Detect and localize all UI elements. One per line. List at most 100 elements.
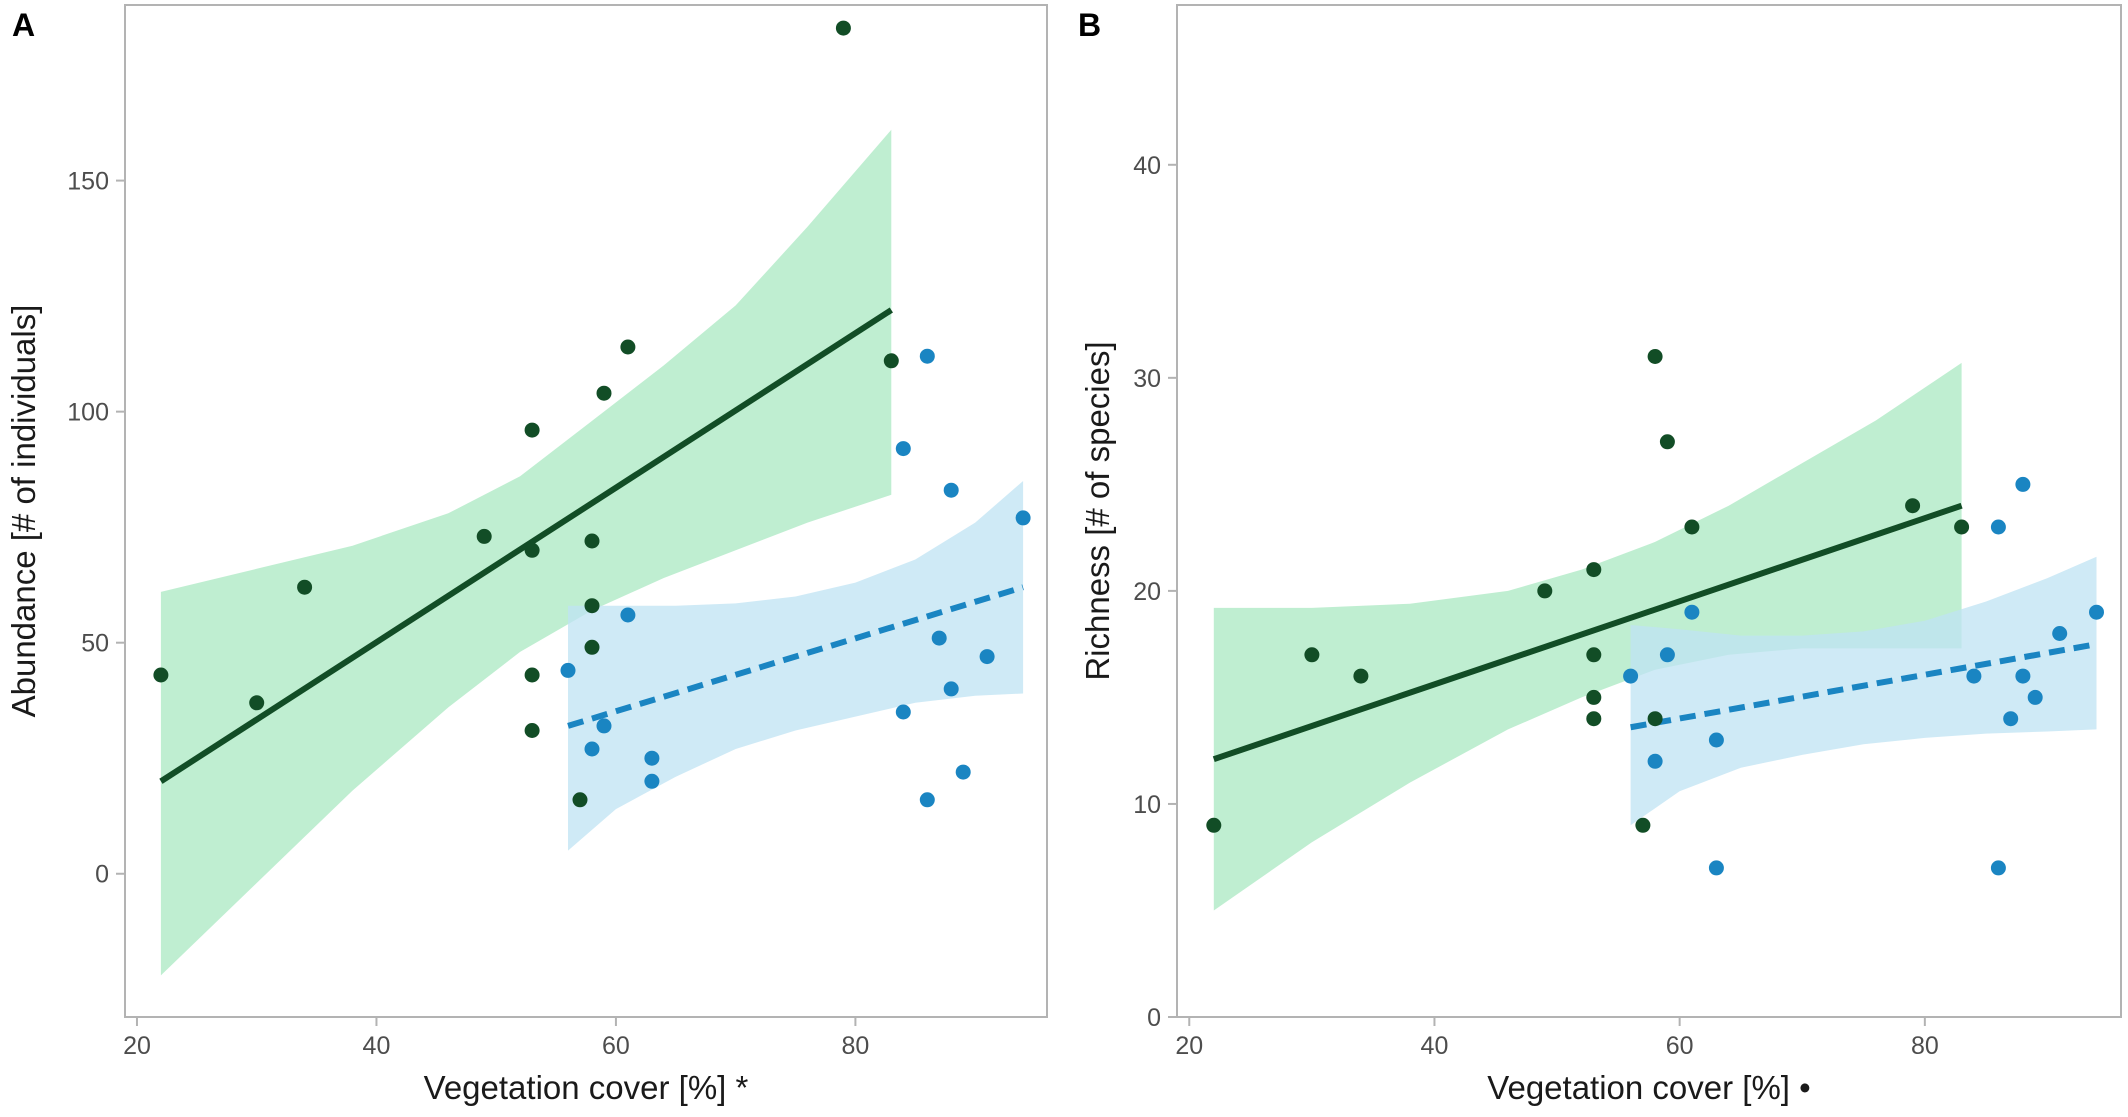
panel-b-x-axis-title: Vegetation cover [%] •	[1487, 1069, 1810, 1106]
panel-a-series-1-point-7	[524, 667, 540, 683]
panel-a-series-2-point-7	[895, 441, 911, 457]
panel-b-series-2-point-8	[1990, 519, 2006, 535]
panel-b-series-1-point-3	[1353, 668, 1369, 684]
panel-a-series-2-point-16	[1015, 510, 1031, 526]
panel-a-series-2-fit-line	[567, 584, 1024, 729]
panel-b-y-tick-label-0: 0	[1147, 1004, 1161, 1032]
panel-b-x-tick-label-20: 20	[1175, 1032, 1203, 1060]
panel-b-series-2-fit-line	[1630, 641, 2098, 731]
panel-b-series-1-point-7	[1586, 689, 1602, 705]
panel-b-series-1-point-8	[1586, 711, 1602, 727]
panel-a-y-tick-label-100: 100	[67, 399, 109, 427]
panel-a-series-2-point-9	[919, 348, 935, 364]
panel-b-series-1-point-1	[1206, 817, 1222, 833]
panel-b-series-2-point-9	[1990, 860, 2006, 876]
panel-a-series-1-point-3	[297, 579, 313, 595]
panel-a-series-1-point-15	[835, 20, 851, 36]
panel-b-series-1-point-12	[1659, 434, 1675, 450]
panel-b-series-2-point-7	[1966, 668, 1982, 684]
panel-b-series-2-point-12	[2015, 668, 2031, 684]
panel-a-fit-lines	[159, 307, 1024, 784]
panel-a-y-tick-label-50: 50	[81, 630, 109, 658]
panel-b-series-2-point-5	[1708, 732, 1724, 748]
panel-a-x-axis-title: Vegetation cover [%] *	[424, 1069, 749, 1106]
panel-b-series-1-point-11	[1647, 711, 1663, 727]
panel-b-series-1-point-6	[1586, 647, 1602, 663]
panel-a-y-tick-label-150: 150	[67, 168, 109, 196]
panel-b-series-1-fit-line	[1212, 502, 1963, 763]
panel-b-plot-area	[1176, 4, 2122, 1018]
panel-b-series-1-point-9	[1635, 817, 1651, 833]
panel-b-series-1-point-5	[1586, 562, 1602, 578]
panel-a-x-tick-label-20: 20	[123, 1032, 151, 1060]
panel-b-series-1-point-13	[1684, 519, 1700, 535]
panel-a-series-1-point-16	[883, 353, 899, 369]
panel-a-series-1-point-4	[476, 528, 492, 544]
panel-a-y-axis: 0 50 100 150	[67, 168, 125, 889]
panel-b-series-2-point-2	[1647, 753, 1663, 769]
panel-a-series-1-point-5	[524, 422, 540, 438]
panel-a-series-2-point-8	[895, 704, 911, 720]
panel-a-series-2-point-4	[620, 607, 636, 623]
panel-a-series-2-point-11	[931, 630, 947, 646]
panel-a-series-2-point-3	[596, 718, 612, 734]
panel-b-y-axis: 0 10 20 30 40	[1133, 152, 1177, 1032]
panel-b-series-2-point-10	[2003, 711, 2019, 727]
panel-a-series-1-point-11	[584, 598, 600, 614]
panel-a-series-1-point-12	[584, 639, 600, 655]
panel-b-y-tick-label-20: 20	[1133, 578, 1161, 606]
panel-a-series-1-point-13	[596, 385, 612, 401]
panel-a-series-1-point-8	[524, 723, 540, 738]
panel-b-y-tick-label-40: 40	[1133, 152, 1161, 180]
panel-b-series-1-point-4	[1537, 583, 1553, 599]
panel-b-series-2-point-4	[1684, 604, 1700, 620]
panel-b-y-tick-label-10: 10	[1133, 791, 1161, 819]
panel-b-series-2-point-6	[1708, 860, 1724, 876]
panel-b-x-tick-label-40: 40	[1421, 1032, 1449, 1060]
panel-b-series-2-point-13	[2027, 689, 2043, 705]
panel-b-series-2-point-3	[1659, 647, 1675, 663]
panel-b-y-axis-title: Richness [# of species]	[1079, 341, 1116, 680]
panel-a-series-1-point-14	[620, 339, 636, 355]
panel-b-series-1-point-10	[1647, 349, 1663, 364]
panel-b-y-tick-label-30: 30	[1133, 365, 1161, 393]
panel-a-x-tick-label-40: 40	[363, 1032, 391, 1060]
panel-a-series-2-point-2	[584, 741, 600, 757]
panel-a-series-2-point-14	[955, 764, 971, 780]
panel-a-series-1-point-6	[524, 542, 540, 558]
panel-a: A 20 40 60 80 0 50 100 150 Vegetation cover [%…	[5, 4, 1048, 1106]
panel-b-series-2-point-15	[2089, 604, 2104, 620]
panel-b-data-points	[1206, 349, 2104, 876]
panel-a-series-2-point-1	[560, 662, 576, 678]
panel-a-series-2-point-15	[979, 649, 995, 665]
panel-a-x-tick-label-60: 60	[602, 1032, 630, 1060]
panel-a-series-2-point-12	[943, 482, 959, 498]
panel-a-series-2-point-13	[943, 681, 959, 697]
panel-b-x-tick-label-60: 60	[1666, 1032, 1694, 1060]
panel-a-x-tick-label-80: 80	[842, 1032, 870, 1060]
panel-a-series-1-point-2	[249, 695, 265, 711]
panel-a-data-points	[153, 20, 1031, 808]
panel-b-fit-lines	[1212, 502, 2098, 763]
panel-b-label: B	[1078, 7, 1101, 43]
panel-a-series-2-point-6	[644, 773, 660, 789]
panel-b-series-1-point-2	[1304, 647, 1320, 663]
panel-b-confidence-bands	[1213, 362, 2097, 911]
panel-a-series-2-point-5	[644, 750, 660, 766]
panel-b-series-2-point-1	[1623, 668, 1639, 684]
panel-b-series-1-point-15	[1954, 519, 1970, 535]
panel-b-series-2-point-11	[2015, 476, 2031, 492]
panel-a-series-1-point-9	[572, 792, 588, 808]
panel-a-x-axis: 20 40 60 80	[123, 1017, 869, 1060]
panel-a-y-axis-title: Abundance [# of individuals]	[5, 305, 42, 718]
panel-a-label: A	[12, 7, 35, 43]
panel-b: B 20 40 60 80 0 10 20 30 40 Vegetation cover [%…	[1078, 4, 2122, 1106]
panel-a-series-1-point-10	[584, 533, 600, 549]
panel-a-series-2-confidence-band	[568, 481, 1024, 851]
panel-a-series-2-point-10	[919, 792, 935, 808]
panel-a-y-tick-label-0: 0	[95, 861, 109, 889]
panel-b-x-tick-label-80: 80	[1911, 1032, 1939, 1060]
panel-a-series-1-fit-line	[159, 307, 893, 784]
